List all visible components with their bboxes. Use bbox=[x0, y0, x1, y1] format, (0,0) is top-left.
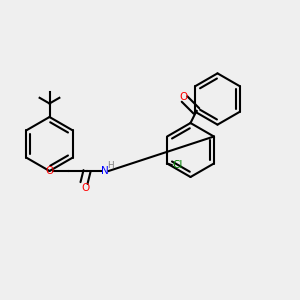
Text: O: O bbox=[45, 166, 54, 176]
Text: N: N bbox=[101, 166, 109, 176]
Text: O: O bbox=[179, 92, 187, 103]
Text: Cl: Cl bbox=[172, 160, 183, 170]
Text: O: O bbox=[81, 183, 90, 194]
Text: H: H bbox=[107, 161, 114, 170]
